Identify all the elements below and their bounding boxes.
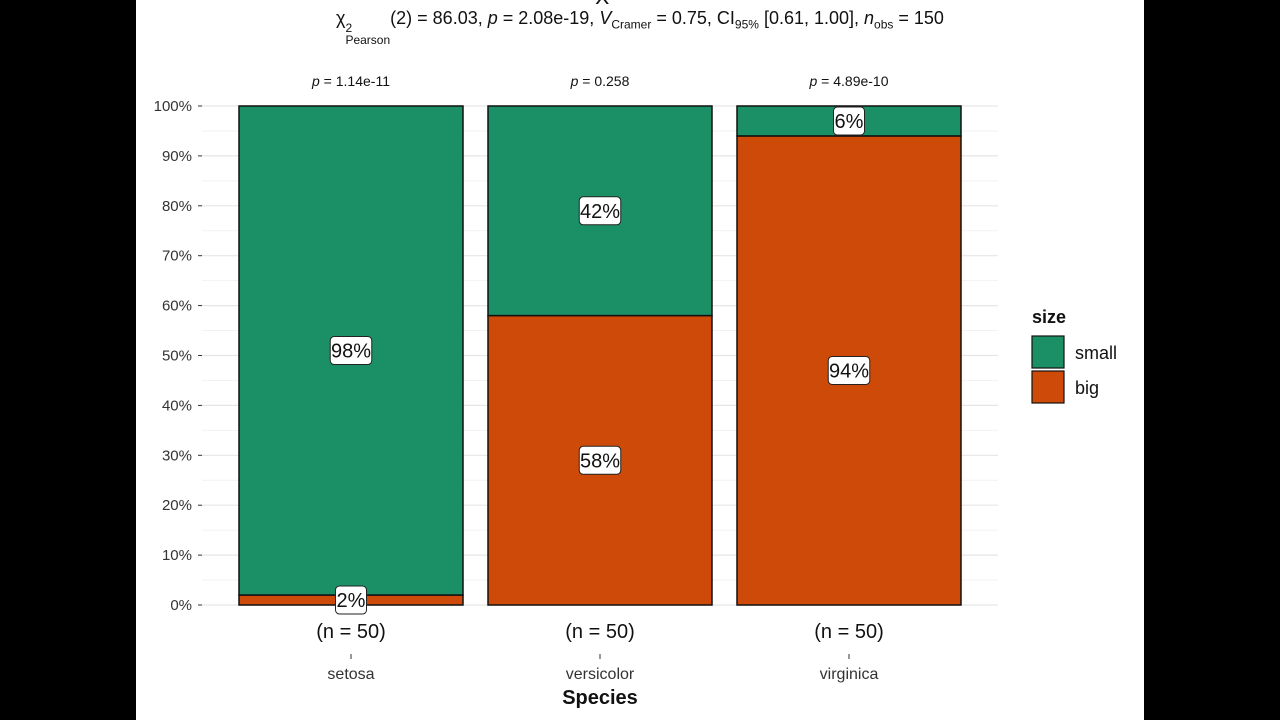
x-tick-label: virginica [820, 666, 879, 683]
legend-title: size [1032, 307, 1066, 327]
data-label-big: 58% [580, 450, 620, 472]
n-count-label: (n = 50) [814, 621, 883, 643]
p-value-number: = 4.89e-10 [817, 73, 888, 89]
y-tick-label: 0% [170, 597, 192, 614]
y-tick-label: 100% [154, 98, 192, 115]
y-tick-label: 50% [162, 348, 192, 365]
x-tick-label: versicolor [566, 666, 635, 683]
data-label-small: 6% [835, 111, 864, 133]
y-tick-label: 60% [162, 298, 192, 315]
p-value-number: = 0.258 [578, 73, 629, 89]
data-label-big-box [578, 445, 622, 475]
x-axis-title: Species [562, 687, 638, 709]
legend-label-small: small [1075, 343, 1117, 363]
stacked-bar-chart: 0% 10% 20% 30% 40% 50% 60% 70% 80% 90% 100% 98% 2% p … [154, 73, 1117, 709]
chi-symbol: χ [336, 8, 346, 28]
ci-subscript: 95% [734, 17, 759, 32]
n-subscript: obs [874, 17, 894, 32]
data-label-big: 94% [829, 360, 869, 382]
cramer-v-symbol: ^ V [596, 0, 612, 29]
y-tick-label: 90% [162, 148, 192, 165]
legend-swatch-big [1031, 370, 1065, 404]
data-label-small-box [833, 106, 865, 136]
v-value: = 0.75, CI [651, 8, 735, 28]
n-value: = 150 [893, 8, 944, 28]
data-label-big-box [827, 355, 871, 385]
y-tick-label: 20% [162, 497, 192, 514]
data-label-big-box [335, 585, 367, 615]
data-label-small: 42% [580, 201, 620, 223]
p-value-symbol: p [311, 73, 320, 89]
n-symbol: n [864, 8, 875, 28]
chi-subscript: Pearson [345, 33, 391, 47]
p-value-number: = 1.14e-11 [320, 73, 390, 89]
p-value-label: p = 1.14e-11 [311, 73, 390, 89]
p-value-label: p = 4.89e-10 [808, 73, 888, 89]
y-tick-label: 80% [162, 198, 192, 215]
v-subscript: Cramer [611, 17, 652, 32]
p-symbol: p [487, 8, 498, 28]
v-hat-glyph: ^ [595, 0, 610, 14]
chi-df-value: (2) = 86.03, [390, 8, 488, 28]
data-label-small: 98% [331, 341, 371, 363]
data-label-big: 2% [337, 590, 366, 612]
n-count-label: (n = 50) [316, 621, 385, 643]
legend-label-big: big [1075, 378, 1099, 398]
n-count-label: (n = 50) [565, 621, 634, 643]
y-tick-label: 30% [162, 447, 192, 464]
x-tick-label: setosa [327, 666, 374, 683]
chart-title: χ 2 Pearson (2) = 86.03, p = 2.08e-19, ^ VCr… [336, 0, 944, 47]
y-tick-label: 10% [162, 547, 192, 564]
y-tick-label: 40% [162, 397, 192, 414]
p-value-label: p = 0.258 [570, 73, 630, 89]
v-letter: V [599, 8, 612, 28]
legend-swatch-small [1031, 335, 1065, 369]
p-value: = 2.08e-19, [497, 8, 600, 28]
p-value-symbol: p [570, 73, 579, 89]
ci-value: [0.61, 1.00], [758, 8, 865, 28]
data-label-small-box [329, 336, 373, 366]
p-value-symbol: p [808, 73, 817, 89]
chi-superscript: 2 [345, 21, 353, 35]
plot-panel: χ 2 Pearson (2) = 86.03, p = 2.08e-19, ^ VCr… [136, 0, 1144, 720]
y-tick-label: 70% [162, 248, 192, 265]
data-label-small-box [578, 196, 622, 226]
